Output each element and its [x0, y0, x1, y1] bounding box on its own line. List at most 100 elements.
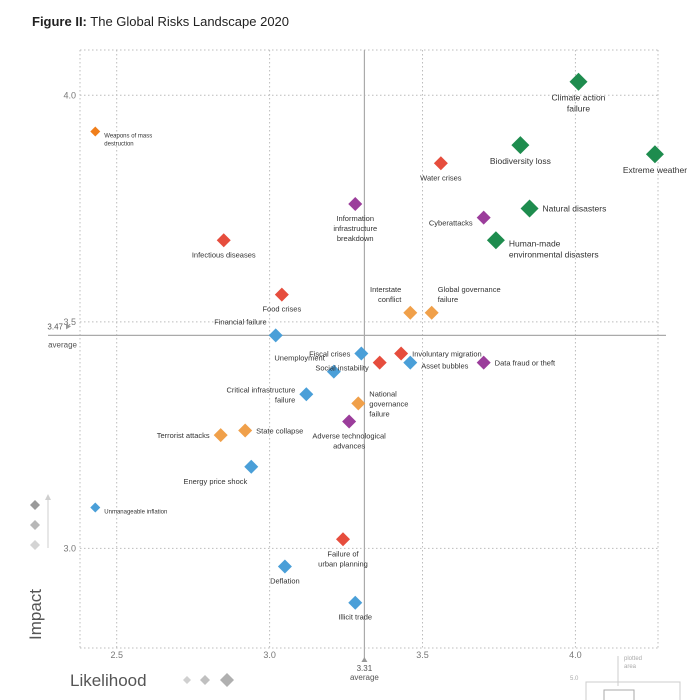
risk-point-label: failure [567, 104, 590, 114]
figure-title-text: The Global Risks Landscape 2020 [90, 14, 290, 29]
scale-legend: plotted area 5.0 [30, 494, 681, 700]
risk-point [476, 355, 491, 370]
risk-point [511, 136, 530, 155]
likelihood-legend-diamond [220, 673, 234, 687]
x-average-marker [361, 657, 368, 662]
risk-point-label: Interstate [370, 285, 401, 294]
risk-point-label: Weapons of mass [104, 134, 152, 140]
risk-point-label: Natural disasters [543, 204, 607, 214]
x-tick-label: 3.5 [416, 650, 429, 660]
risk-point [90, 126, 101, 137]
risk-point-label: Data fraud or theft [495, 359, 556, 368]
risk-point [403, 305, 418, 320]
y-average-marker [66, 323, 71, 330]
risk-point-label: Cyberattacks [429, 219, 473, 228]
risk-point-label: Energy price shock [183, 477, 247, 486]
risk-point-label: Unmanageable inflation [104, 510, 167, 516]
axis-titles: Impact Likelihood [26, 589, 147, 690]
risk-point [433, 156, 448, 171]
risk-point-label: Global governance [438, 285, 501, 294]
risk-point [354, 346, 369, 361]
risk-point [326, 364, 341, 379]
y-average-value: 3.47 [47, 322, 63, 331]
x-tick-label: 4.0 [569, 650, 582, 660]
risk-point [486, 231, 505, 250]
risk-point-label: Critical infrastructure [227, 385, 296, 394]
risk-point [348, 197, 363, 212]
risk-point [268, 328, 283, 343]
x-average-sublabel: average [350, 673, 379, 682]
risk-point-label: Adverse technological [312, 431, 386, 440]
risk-point [645, 145, 664, 164]
inset-label-area: area [624, 664, 637, 670]
risk-point-label: conflict [378, 295, 402, 304]
impact-legend-diamond [30, 500, 40, 510]
risk-point [216, 233, 231, 248]
risk-point [520, 199, 539, 218]
inset-label-plotted: plotted [624, 656, 642, 662]
risk-point-label: Asset bubbles [421, 362, 468, 371]
risk-point-label: Involuntary migration [412, 350, 482, 359]
inset-plotted-area [603, 689, 635, 700]
risk-point-label: advances [333, 441, 365, 450]
risk-point-label: State collapse [256, 427, 303, 436]
figure-title-lead: Figure II: [32, 14, 87, 29]
risk-point-label: Climate action [552, 93, 606, 103]
impact-legend-arrow [45, 494, 51, 500]
inset-frame [585, 681, 681, 700]
risk-point [342, 414, 357, 429]
marks-layer [90, 72, 664, 610]
risk-point [348, 595, 363, 610]
risk-point [336, 532, 351, 547]
risk-point [90, 502, 101, 513]
impact-legend-diamond [30, 520, 40, 530]
risk-point-label: failure [369, 409, 389, 418]
risk-point-label: Information [336, 214, 374, 223]
inset-tick: 5.0 [570, 676, 579, 682]
risk-point-label: Human-made [509, 238, 561, 248]
grid-layer [79, 49, 659, 649]
risk-point-label: urban planning [318, 559, 368, 568]
y-tick-label: 3.0 [63, 543, 76, 553]
risk-point-label: Unemployment [274, 354, 325, 363]
risk-point-label: Infectious diseases [192, 250, 256, 259]
risk-point [299, 387, 314, 402]
risk-point [351, 396, 366, 411]
risk-point [372, 355, 387, 370]
y-tick-label: 3.5 [63, 317, 76, 327]
x-tick-label: 2.5 [110, 650, 123, 660]
risk-point [424, 305, 439, 320]
risk-point-label: environmental disasters [509, 249, 599, 259]
risk-point-label: Failure of [327, 549, 359, 558]
risk-point-label: breakdown [337, 234, 374, 243]
y-average-sublabel: average [48, 340, 77, 349]
likelihood-legend-diamond [183, 676, 191, 684]
y-tick-label: 4.0 [63, 90, 76, 100]
risk-point-label: governance [369, 399, 408, 408]
risk-point [213, 428, 228, 443]
risk-point-label: National [369, 389, 397, 398]
risk-point-label: Social instability [315, 364, 369, 373]
figure-title: Figure II: The Global Risks Landscape 20… [32, 14, 289, 29]
risk-point [238, 423, 253, 438]
x-axis-title: Likelihood [70, 671, 147, 690]
risk-point-label: Food crises [262, 305, 301, 314]
risk-point [403, 355, 418, 370]
risk-point [244, 459, 259, 474]
risk-point [274, 287, 289, 302]
risk-point-label: Fiscal crises [309, 350, 351, 359]
risk-point-label: Financial failure [214, 317, 267, 326]
risk-point-label: Illicit trade [338, 613, 372, 622]
x-tick-label: 3.0 [263, 650, 276, 660]
risk-point-label: Water crises [420, 173, 462, 182]
risk-point-label: failure [275, 395, 295, 404]
tick-layer: 2.5 3.0 3.5 4.0 3.0 3.5 4.0 [63, 90, 581, 660]
y-axis-title: Impact [26, 589, 45, 640]
risk-point-label: Extreme weather [623, 165, 687, 175]
risk-point-label: Biodiversity loss [490, 156, 551, 166]
risk-point-label: infrastructure [333, 224, 377, 233]
risk-point [277, 559, 292, 574]
